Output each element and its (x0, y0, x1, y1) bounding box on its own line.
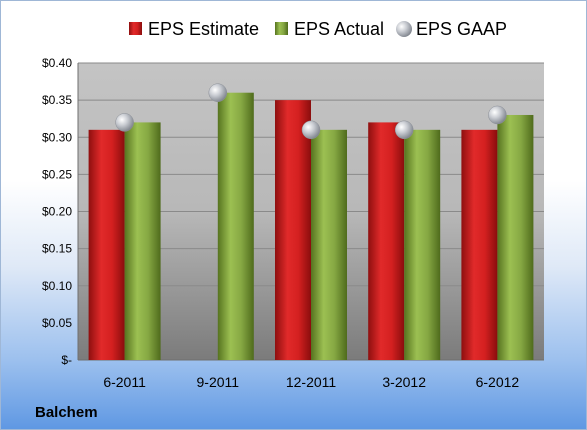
legend-label: EPS Actual (294, 19, 384, 39)
bar-eps-actual (217, 92, 254, 360)
bar-eps-estimate (368, 122, 405, 361)
legend-swatch-eps-actual (275, 22, 288, 35)
y-tick-label: $- (61, 353, 72, 367)
bar-eps-estimate (461, 129, 498, 360)
y-tick-label: $0.05 (42, 316, 72, 330)
bar-eps-actual (404, 129, 441, 360)
legend: EPS Estimate EPS Actual EPS GAAP (129, 19, 507, 39)
bar-eps-estimate (275, 100, 311, 360)
x-tick-label: 6-2012 (476, 374, 520, 390)
y-tick-label: $0.35 (42, 93, 72, 107)
plot-area: $- $0.05 $0.10 $0.15 $0.20 $0.25 $0.30 $0.35 $0.… (42, 56, 544, 390)
point-eps-gaap (208, 83, 228, 102)
legend-label: EPS GAAP (416, 19, 507, 39)
bar-eps-estimate (88, 129, 125, 360)
bar-eps-actual (124, 122, 161, 361)
point-eps-gaap (488, 105, 507, 125)
x-tick-label: 3-2012 (382, 374, 426, 390)
x-tick-label: 9-2011 (197, 374, 240, 390)
bar-eps-actual (497, 114, 534, 360)
y-tick-label: $0.10 (42, 279, 72, 293)
legend-swatch-eps-estimate (129, 22, 142, 35)
x-tick-label: 12-2011 (286, 374, 337, 390)
company-label: Balchem (35, 404, 98, 421)
bar-eps-actual (311, 129, 347, 360)
legend-label: EPS Estimate (148, 19, 259, 39)
y-tick-label: $0.40 (42, 56, 72, 70)
y-tick-label: $0.30 (42, 130, 72, 144)
point-eps-gaap (115, 113, 134, 132)
legend-swatch-eps-gaap (396, 21, 412, 37)
y-tick-label: $0.25 (42, 167, 72, 181)
point-eps-gaap (301, 120, 321, 140)
y-tick-label: $0.20 (42, 205, 72, 219)
point-eps-gaap (394, 120, 414, 140)
y-tick-label: $0.15 (42, 242, 72, 256)
x-tick-label: 6-2011 (103, 374, 146, 390)
